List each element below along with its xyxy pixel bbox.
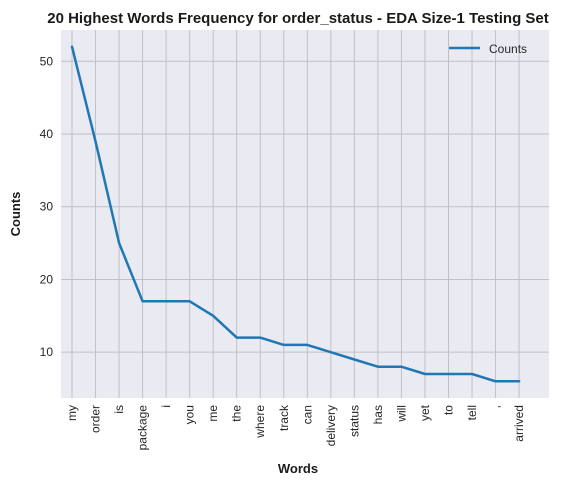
series	[70, 45, 521, 383]
x-tick-label: you	[183, 405, 197, 424]
x-tick-label: the	[230, 405, 244, 422]
x-tick-label: is	[112, 405, 126, 414]
y-tick-label: 40	[40, 127, 54, 141]
x-axis-label: Words	[278, 461, 318, 476]
x-tick-label: track	[277, 404, 291, 431]
legend: Counts	[449, 42, 527, 56]
y-tick-label: 30	[40, 200, 54, 214]
x-tick-label: will	[394, 405, 408, 423]
legend-label: Counts	[489, 42, 527, 56]
x-tick-label: delivery	[324, 405, 338, 446]
y-tick-label: 10	[40, 345, 54, 359]
x-axis-ticks: my order is package i you me the where track can de…	[65, 404, 526, 450]
x-tick-label: order	[89, 405, 103, 433]
plot-area	[61, 30, 549, 398]
x-tick-label: i	[159, 405, 173, 408]
x-tick-label: can	[300, 405, 314, 424]
x-tick-label: status	[347, 405, 361, 437]
x-tick-label: me	[206, 405, 220, 422]
x-tick-label: my	[65, 405, 79, 421]
x-tick-label: tell	[465, 405, 479, 420]
chart-title: 20 Highest Words Frequency for order_sta…	[47, 10, 549, 27]
x-tick-label: has	[371, 405, 385, 424]
y-tick-label: 50	[40, 54, 54, 68]
y-tick-label: 20	[40, 272, 54, 286]
x-tick-label: package	[136, 405, 150, 451]
x-tick-label: where	[253, 405, 267, 439]
x-tick-label: to	[441, 405, 455, 415]
y-axis-label: Counts	[8, 192, 23, 237]
x-tick-label: arrived	[512, 405, 526, 442]
y-axis-ticks: 10 20 30 40 50	[40, 54, 54, 359]
x-tick-label: yet	[418, 404, 432, 421]
series-line	[70, 45, 521, 383]
x-tick-label: ,	[489, 405, 503, 408]
